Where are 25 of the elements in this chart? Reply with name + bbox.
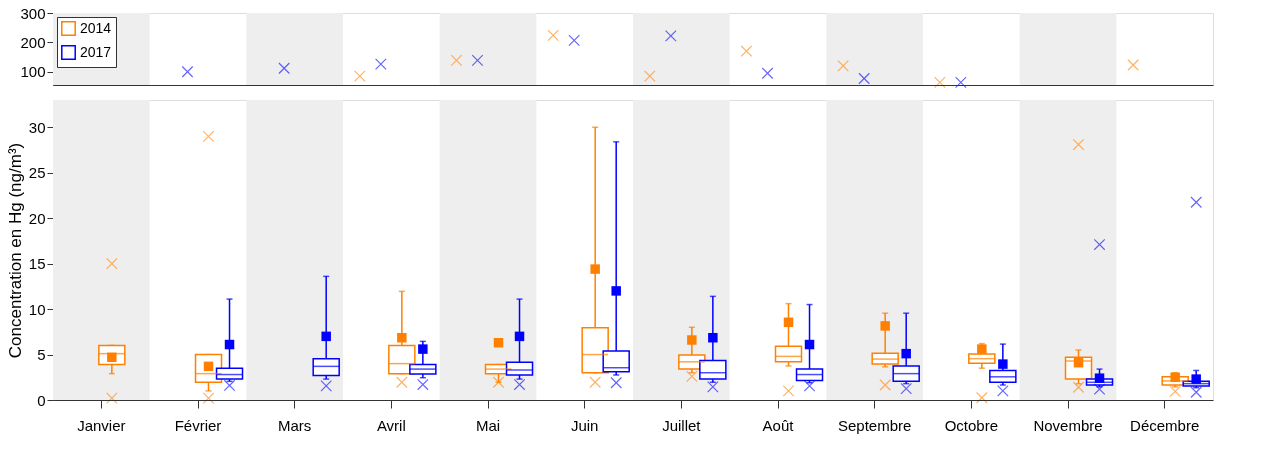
x-tick-label: Janvier	[77, 416, 126, 434]
legend-label: 2017	[80, 43, 112, 60]
x-tick-label: Mars	[277, 416, 312, 434]
y-tick-label: 100	[20, 63, 46, 81]
x-tick-label: Juillet	[662, 416, 702, 434]
y-tick-label: 200	[20, 33, 46, 51]
x-tick-label: Février	[174, 416, 222, 434]
y-axis-title: Concentration en Hg (ng/m³)	[5, 142, 25, 359]
x-tick-label: Avril	[376, 416, 406, 434]
x-tick-label: Septembre	[837, 416, 912, 434]
x-tick-label: Décembre	[1130, 416, 1200, 434]
legend-label: 2014	[80, 19, 112, 36]
x-tick-label: Octobre	[944, 416, 999, 434]
y-tick-label: 25	[28, 164, 46, 182]
x-tick-label: Juin	[570, 416, 599, 434]
x-tick-label: Mai	[475, 416, 501, 434]
y-tick-label: 5	[37, 346, 46, 364]
y-tick-label: 10	[28, 300, 46, 318]
y-tick-label: 15	[28, 255, 46, 273]
y-tick-label: 300	[20, 4, 46, 22]
x-tick-label: Novembre	[1033, 416, 1103, 434]
x-tick-label: Août	[762, 416, 795, 434]
y-tick-label: 30	[28, 118, 46, 136]
y-tick-label: 0	[37, 391, 46, 409]
y-tick-label: 20	[28, 209, 46, 227]
